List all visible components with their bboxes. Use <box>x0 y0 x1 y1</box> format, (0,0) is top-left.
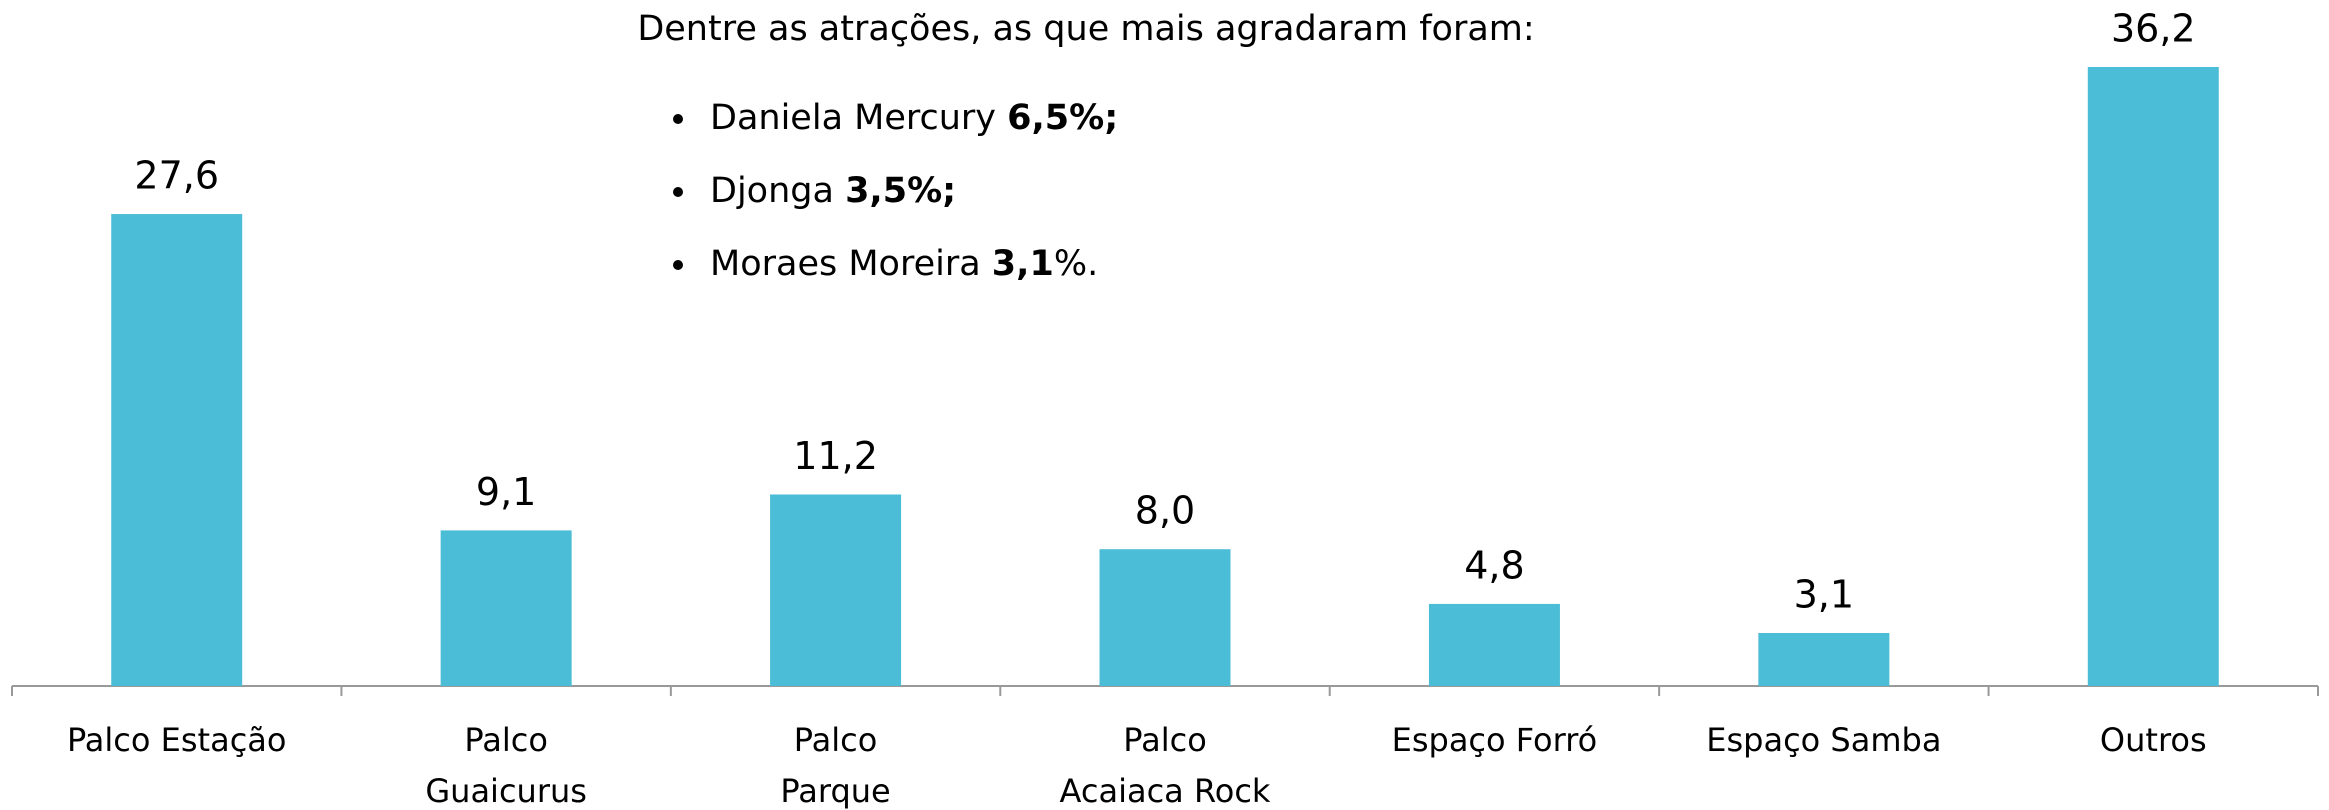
bullet <box>673 187 683 197</box>
value-label: 4,8 <box>1464 543 1524 587</box>
bar <box>1428 603 1560 686</box>
bar <box>1099 549 1231 686</box>
annotation-title: Dentre as atrações, as que mais agradara… <box>637 9 1534 49</box>
value-label: 27,6 <box>134 154 219 198</box>
value-label: 8,0 <box>1135 489 1195 533</box>
bar <box>770 494 902 686</box>
bar <box>1758 632 1890 686</box>
value-label: 9,1 <box>476 470 536 514</box>
x-tick-label: Palco Acaiaca Rock <box>1060 721 1271 810</box>
x-tick-label: Espaço Forró <box>1392 721 1598 759</box>
value-label: 3,1 <box>1794 572 1854 616</box>
bar <box>111 214 243 687</box>
bar <box>440 530 572 686</box>
x-tick-label: Palco Estação <box>67 721 287 759</box>
bullet-segment: 3,5%; <box>845 171 956 211</box>
bullet-text: Daniela Mercury 6,5%; <box>710 98 1118 138</box>
value-label: 11,2 <box>793 434 878 478</box>
bullet-segment: Djonga <box>710 171 845 211</box>
bullet <box>673 114 683 124</box>
bullet-segment: 6,5%; <box>1007 98 1118 138</box>
x-tick-label: Espaço Samba <box>1706 721 1941 759</box>
x-tick-label: Outros <box>2100 721 2207 759</box>
x-tick-label: Palco Parque <box>780 721 890 810</box>
x-tick-label: Palco Guaicurus <box>425 721 587 810</box>
bar <box>2087 67 2219 686</box>
bullet <box>673 260 683 270</box>
value-label: 36,2 <box>2111 7 2196 51</box>
bullet-text: Djonga 3,5%; <box>710 171 956 211</box>
bullet-segment: Moraes Moreira <box>710 244 992 284</box>
bullet-segment: 3,1 <box>992 244 1054 284</box>
bullet-text: Moraes Moreira 3,1%. <box>710 244 1098 284</box>
bullet-segment: %. <box>1054 244 1098 284</box>
bullet-segment: Daniela Mercury <box>710 98 1007 138</box>
